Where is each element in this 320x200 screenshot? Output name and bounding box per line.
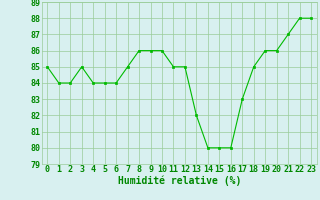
X-axis label: Humidité relative (%): Humidité relative (%) — [117, 176, 241, 186]
